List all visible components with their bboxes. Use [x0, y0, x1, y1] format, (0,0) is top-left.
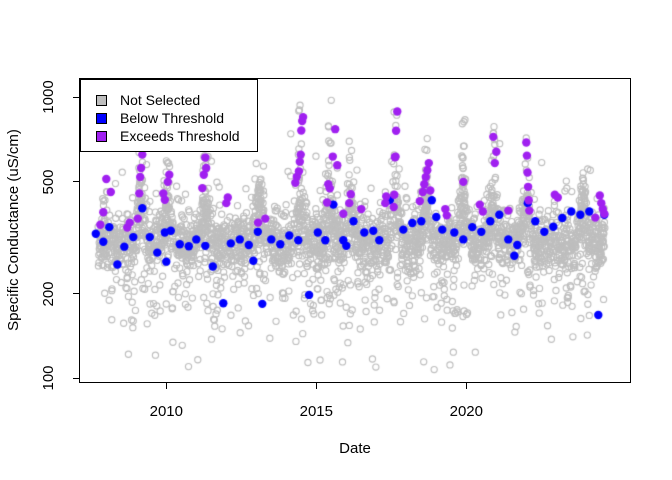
- exceeds-threshold-swatch-icon: [96, 130, 107, 142]
- x-tick-label: 2020: [449, 403, 483, 420]
- x-tick-mark: [315, 383, 317, 389]
- x-tick-mark: [165, 383, 167, 389]
- below-threshold-swatch-icon: [96, 112, 107, 124]
- not-selected-swatch-icon: [96, 94, 107, 106]
- legend-label: Exceeds Threshold: [120, 128, 240, 144]
- x-tick-mark: [465, 383, 467, 389]
- y-tick-label: 1000: [40, 80, 57, 114]
- y-axis-title: Specific Conductance (uS/cm): [5, 129, 22, 331]
- x-axis-title: Date: [339, 440, 371, 457]
- x-tick-label: 2015: [299, 403, 333, 420]
- y-tick-label: 500: [40, 169, 57, 195]
- y-tick-label: 200: [40, 281, 57, 307]
- y-tick-mark: [73, 377, 79, 379]
- legend-item-below-threshold: Below Threshold: [81, 109, 257, 127]
- legend-label: Below Threshold: [120, 110, 225, 126]
- y-tick-label: 100: [40, 365, 57, 391]
- legend-item-not-selected: Not Selected: [81, 91, 257, 109]
- legend: Not Selected Below Threshold Exceeds Thr…: [80, 79, 258, 152]
- x-tick-label: 2010: [149, 403, 183, 420]
- y-tick-mark: [73, 181, 79, 183]
- legend-item-exceeds-threshold: Exceeds Threshold: [81, 127, 257, 145]
- y-tick-mark: [73, 96, 79, 98]
- y-tick-mark: [73, 293, 79, 295]
- legend-label: Not Selected: [120, 92, 201, 108]
